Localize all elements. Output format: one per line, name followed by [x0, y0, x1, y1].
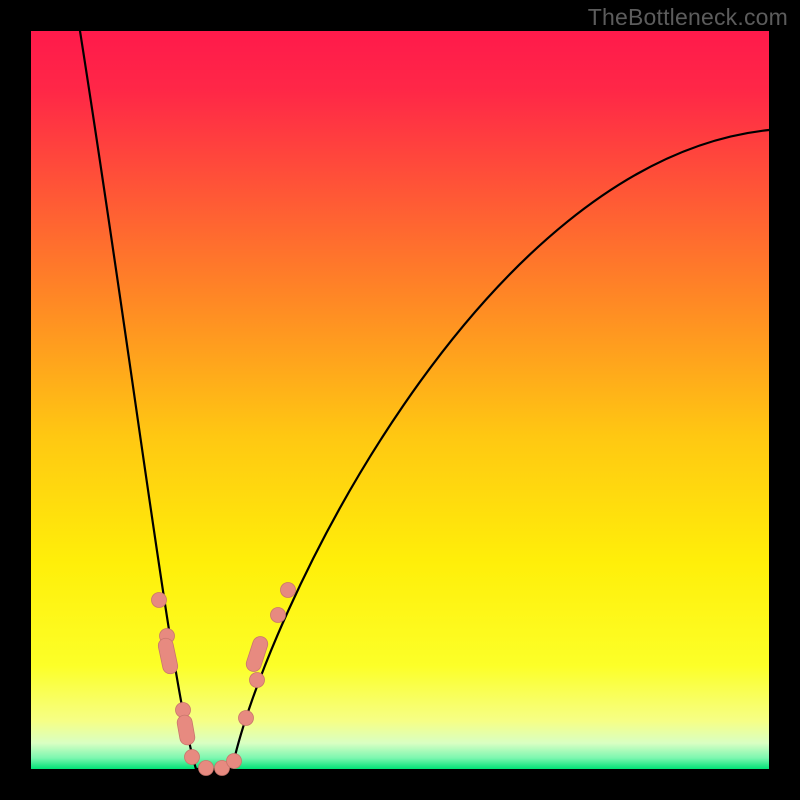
- plot-gradient-background: [31, 31, 769, 769]
- chart-root: TheBottleneck.com: [0, 0, 800, 800]
- watermark-text: TheBottleneck.com: [588, 4, 788, 31]
